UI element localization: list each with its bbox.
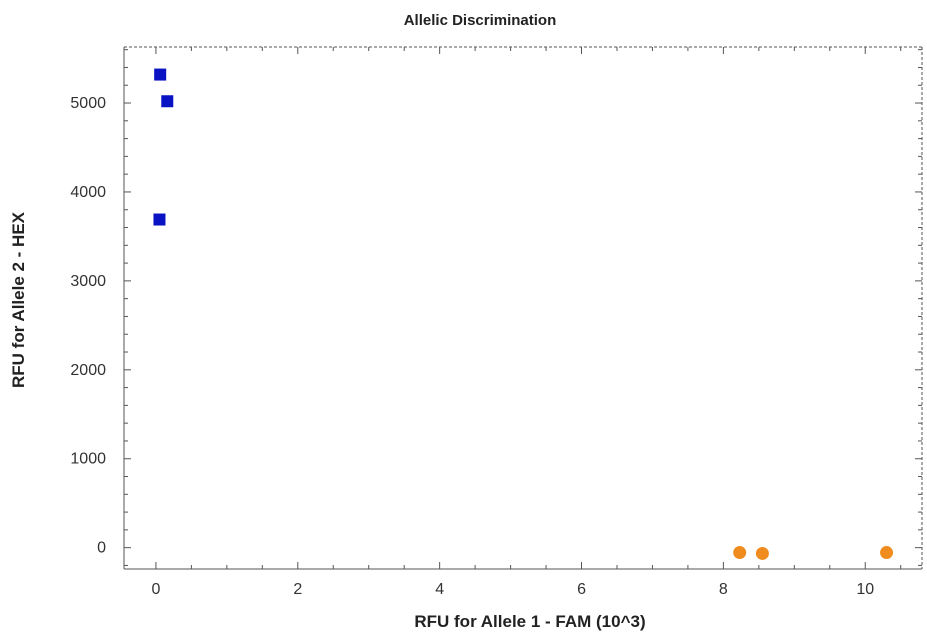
x-tick-label: 2 bbox=[293, 581, 302, 598]
x-tick-label: 4 bbox=[435, 581, 444, 598]
x-tick-label: 0 bbox=[151, 581, 160, 598]
chart-title: Allelic Discrimination bbox=[404, 12, 557, 29]
y-tick-label: 0 bbox=[97, 540, 106, 557]
data-point-circle bbox=[733, 546, 747, 560]
y-tick-label: 2000 bbox=[70, 362, 106, 379]
x-axis-ticks: 0 2 4 6 8 10 bbox=[151, 47, 902, 598]
data-point-square bbox=[161, 95, 174, 108]
data-points bbox=[153, 68, 894, 560]
y-tick-label: 5000 bbox=[70, 95, 106, 112]
y-tick-label: 1000 bbox=[70, 451, 106, 468]
x-tick-label: 6 bbox=[577, 581, 586, 598]
y-axis-label: RFU for Allele 2 - HEX bbox=[9, 211, 28, 388]
x-tick-label: 8 bbox=[719, 581, 728, 598]
y-axis-ticks: 0 1000 2000 3000 4000 5000 bbox=[70, 49, 922, 566]
data-point-square bbox=[154, 68, 167, 81]
x-tick-label: 10 bbox=[856, 581, 874, 598]
data-point-square bbox=[153, 213, 166, 226]
data-point-circle bbox=[880, 546, 894, 560]
y-tick-label: 4000 bbox=[70, 184, 106, 201]
plot-frame bbox=[123, 46, 923, 570]
x-axis-label: RFU for Allele 1 - FAM (10^3) bbox=[414, 612, 645, 631]
data-point-circle bbox=[755, 546, 769, 560]
y-tick-label: 3000 bbox=[70, 273, 106, 290]
